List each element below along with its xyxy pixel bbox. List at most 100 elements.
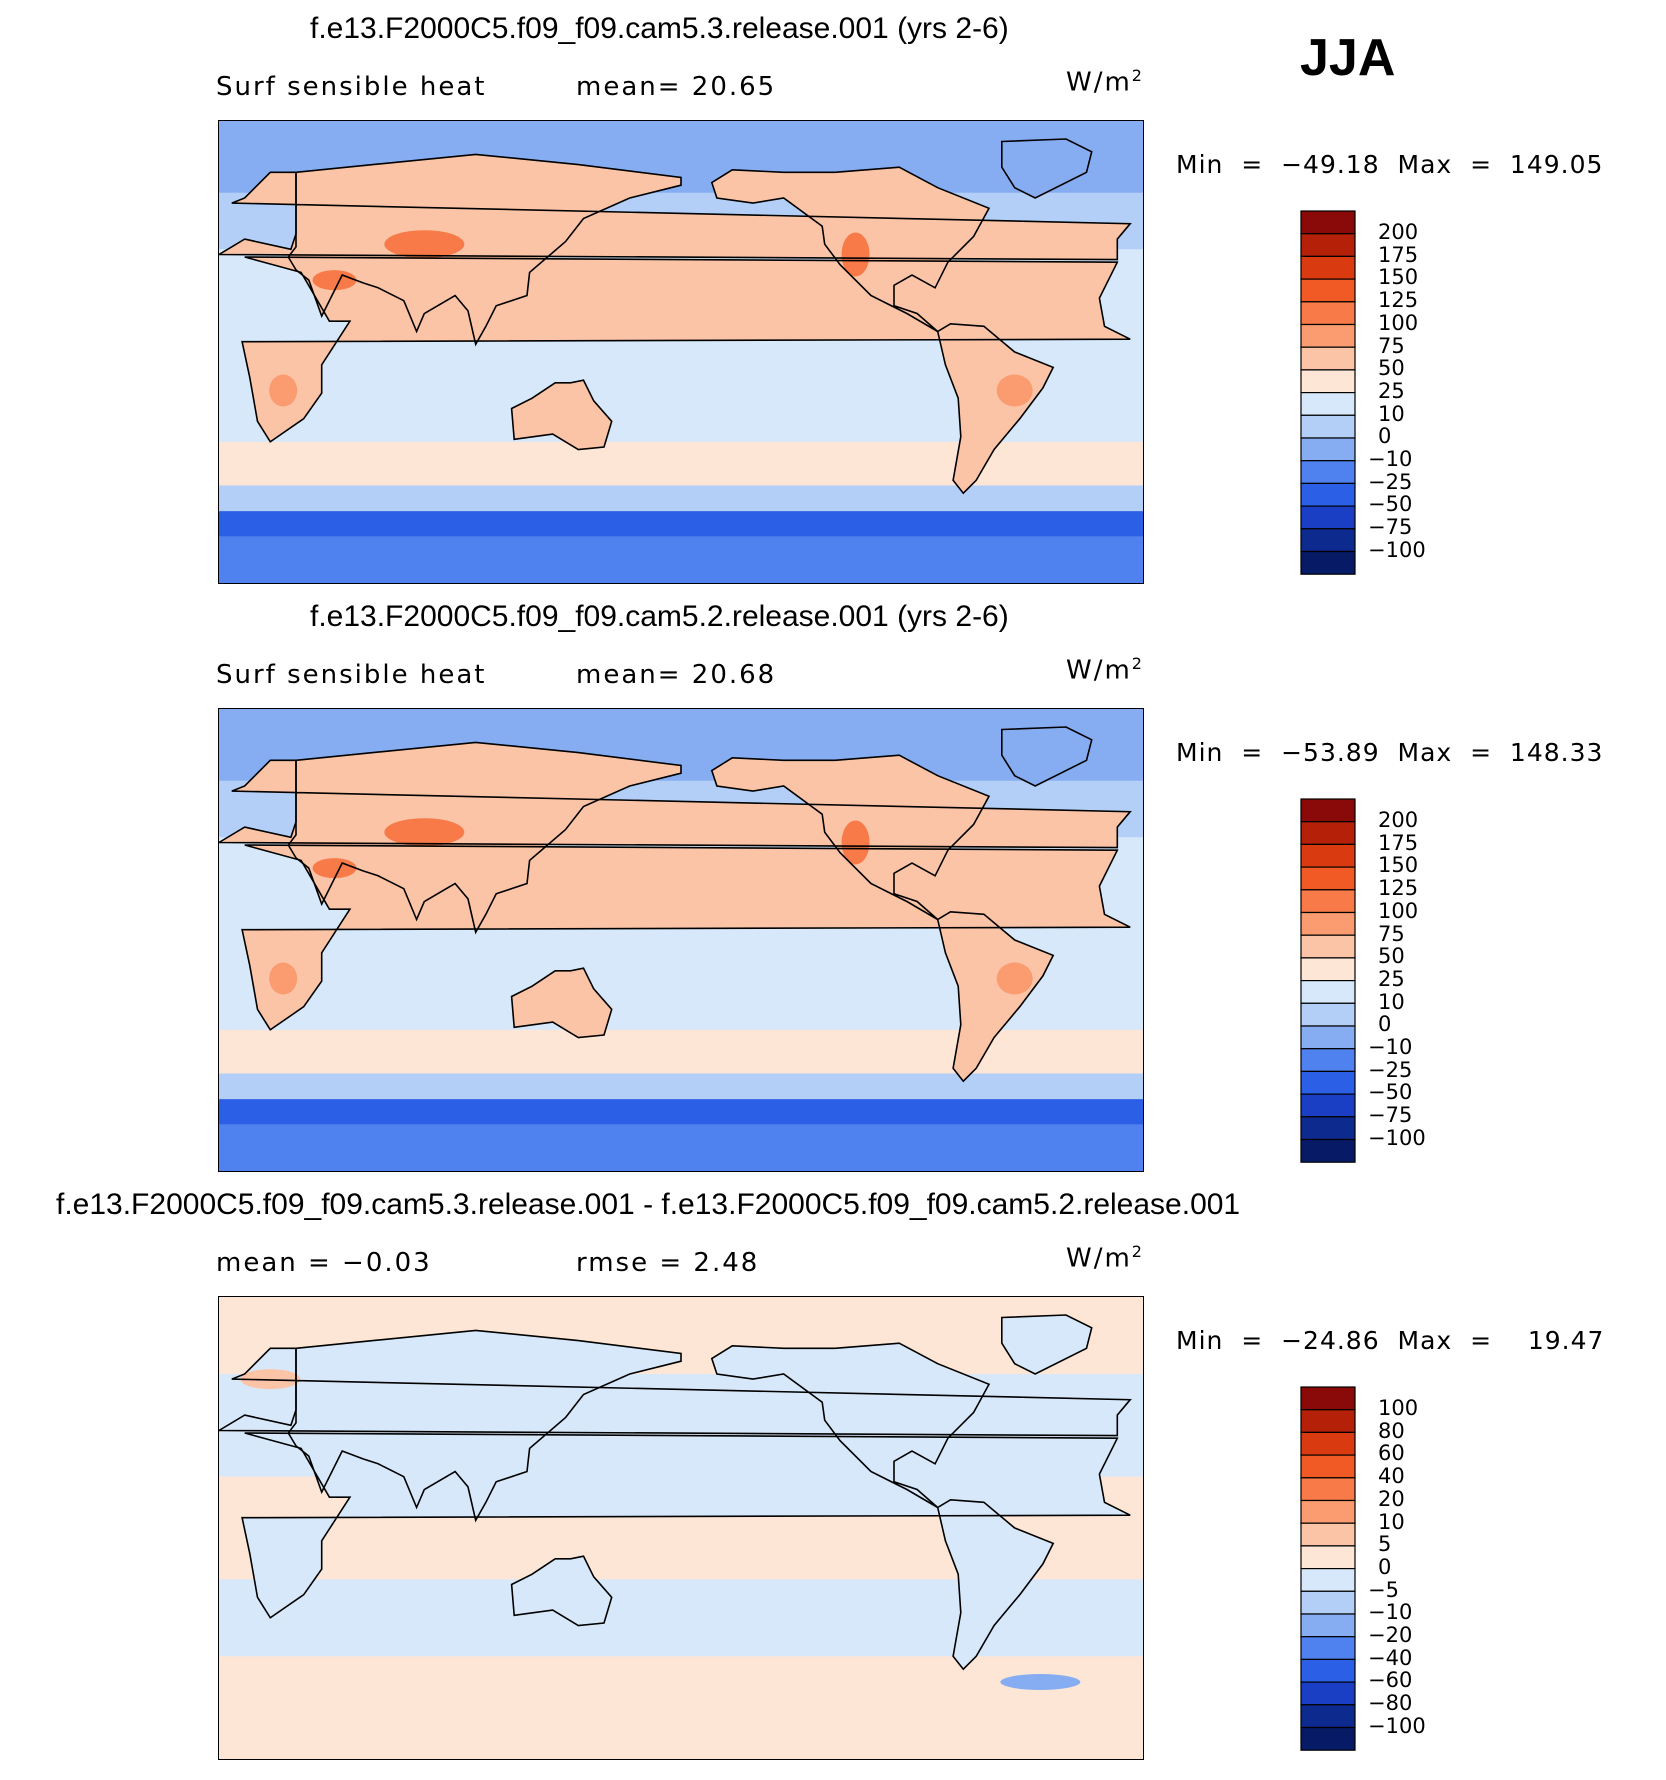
warm-anomaly	[240, 1369, 301, 1390]
colorbar-box	[1300, 210, 1356, 235]
colorbar-tick-label: 25	[1378, 966, 1405, 991]
warm-anomaly	[269, 374, 298, 407]
colorbar-box	[1300, 1499, 1356, 1524]
colorbar-box	[1300, 1704, 1356, 1729]
colorbar-tick-label: −80	[1368, 1691, 1413, 1716]
mean-label: mean= 20.65	[576, 72, 777, 102]
colorbar-tick-label: 80	[1378, 1418, 1405, 1443]
coastline	[219, 759, 1132, 849]
colorbar-box	[1300, 1116, 1356, 1141]
colorbar-tick-label: −25	[1368, 469, 1413, 494]
colorbar-box	[1300, 414, 1356, 439]
coastline	[287, 1329, 682, 1523]
colorbar-box	[1300, 1002, 1356, 1027]
colorbar-box	[1300, 1477, 1356, 1502]
colorbar-box	[1300, 821, 1356, 846]
land-fill	[711, 1343, 989, 1508]
colorbar-box	[1300, 1681, 1356, 1706]
colorbar-tick-label: 25	[1378, 378, 1405, 403]
colorbar-tick-label: 75	[1378, 333, 1405, 358]
colorbar-tick-label: −50	[1368, 1080, 1413, 1105]
land-fill	[511, 380, 612, 450]
world-map	[218, 120, 1144, 584]
land-fill	[1001, 139, 1092, 198]
coastline	[936, 910, 1055, 1083]
world-map	[218, 708, 1144, 1172]
coastline	[510, 967, 613, 1039]
coastline	[710, 754, 991, 921]
colorbar-tick-label: −25	[1368, 1057, 1413, 1082]
coastline	[1000, 726, 1093, 787]
colorbar-tick-label: −100	[1368, 1713, 1426, 1738]
colorbar-tick-label: 0	[1378, 1554, 1392, 1579]
land-fill	[1001, 727, 1092, 786]
warm-anomaly	[312, 858, 357, 879]
colorbar-box	[1300, 1138, 1356, 1163]
colorbar-tick-label: 40	[1378, 1464, 1405, 1489]
land-fill	[242, 845, 1131, 1030]
coastline	[936, 322, 1055, 495]
coastline	[219, 1347, 1132, 1437]
colorbar-tick-label: 0	[1378, 1012, 1392, 1037]
colorbar-tick-label: −50	[1368, 492, 1413, 517]
colorbar-tick-label: 100	[1378, 1396, 1419, 1420]
colorbar-box	[1300, 1522, 1356, 1547]
antarctic-band	[219, 1656, 1143, 1759]
colorbar-box	[1300, 934, 1356, 959]
coastline	[510, 379, 613, 451]
colorbar-box	[1300, 255, 1356, 280]
warm-anomaly	[269, 962, 298, 995]
colorbar-tick-label: −20	[1368, 1623, 1413, 1647]
colorbar-box	[1300, 866, 1356, 891]
colorbar-box	[1300, 1613, 1356, 1638]
colorbar-box	[1300, 911, 1356, 936]
colorbar-tick-label: −60	[1368, 1668, 1413, 1693]
coastline	[510, 1555, 613, 1627]
land-fill	[1001, 1315, 1092, 1374]
land-fill	[511, 1556, 612, 1626]
south-mid-band	[219, 1073, 1143, 1100]
antarctic-band	[219, 1099, 1143, 1125]
colorbar-box	[1300, 1726, 1356, 1751]
warm-anomaly	[996, 374, 1033, 407]
colorbar-box	[1300, 460, 1356, 484]
coastline	[710, 166, 991, 333]
southern-ocean-band	[219, 441, 1143, 486]
colorbar-box	[1300, 550, 1356, 575]
southern-ocean-band	[219, 1029, 1143, 1074]
variable-label: Surf sensible heat	[216, 660, 487, 690]
colorbar-tick-label: −100	[1368, 537, 1426, 562]
coastline	[287, 153, 682, 347]
colorbar-box	[1300, 843, 1356, 868]
land-fill	[937, 911, 1054, 1082]
coastline	[241, 256, 1131, 443]
colorbar-tick-label: 175	[1378, 242, 1419, 267]
warm-anomaly	[996, 962, 1033, 995]
colorbar-box	[1300, 482, 1356, 507]
colorbar-box	[1300, 1568, 1356, 1592]
warm-anomaly	[841, 232, 870, 277]
colorbar-tick-label: 75	[1378, 921, 1405, 946]
colorbar	[1300, 798, 1356, 1163]
colorbar-box	[1300, 346, 1356, 371]
colorbar-box	[1300, 1658, 1356, 1683]
colorbar-box	[1300, 233, 1356, 258]
colorbar-tick-label: 200	[1378, 808, 1419, 832]
units-label: W/m2	[1066, 1242, 1144, 1274]
colorbar-tick-label: 50	[1378, 356, 1405, 381]
coastline	[287, 741, 682, 935]
land-fill	[242, 257, 1131, 442]
colorbar	[1300, 210, 1356, 575]
colorbar-box	[1300, 278, 1356, 303]
colorbar-tick-label: 150	[1378, 853, 1419, 878]
land-fill	[937, 323, 1054, 494]
warm-anomaly	[384, 818, 465, 847]
colorbar	[1300, 1386, 1356, 1751]
warm-anomaly	[841, 820, 870, 865]
land-fill	[937, 1499, 1054, 1670]
colorbar-box	[1300, 505, 1356, 530]
coastline	[710, 1342, 991, 1509]
colorbar-tick-label: 60	[1378, 1441, 1405, 1466]
colorbar-box	[1300, 437, 1356, 462]
antarctic-band	[219, 511, 1143, 537]
